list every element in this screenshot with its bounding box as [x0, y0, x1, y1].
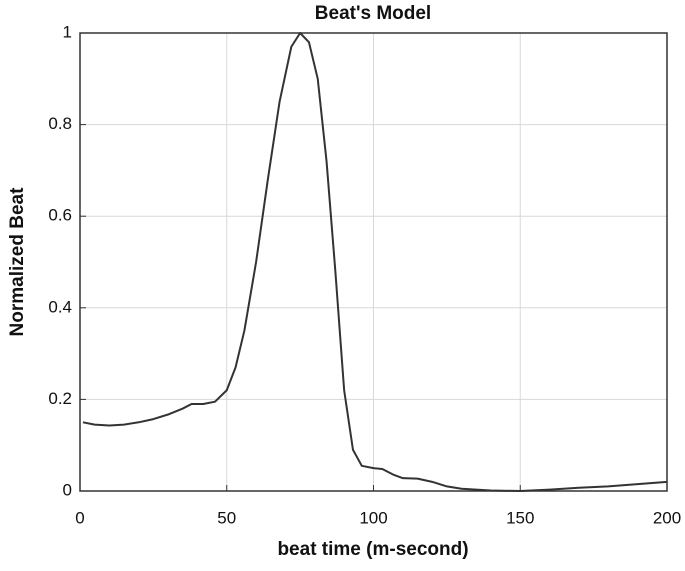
- x-tick-label: 150: [506, 508, 534, 527]
- x-axis-label: beat time (m-second): [277, 539, 468, 560]
- y-tick-label: 0.6: [48, 206, 72, 225]
- y-tick-label: 0: [63, 480, 72, 499]
- plot-frame: [79, 32, 668, 492]
- chart-title: Beat's Model: [315, 3, 431, 24]
- x-tick-label: 50: [217, 508, 236, 527]
- y-tick-label: 0.2: [48, 389, 72, 408]
- x-tick-label: 100: [359, 508, 387, 527]
- y-axis-label: Normalized Beat: [7, 187, 28, 337]
- data-line: [82, 32, 668, 492]
- x-tick-label: 200: [653, 508, 681, 527]
- y-tick-label: 0.8: [48, 114, 72, 133]
- x-tick-label: 0: [75, 508, 84, 527]
- y-tick-label: 1: [63, 22, 72, 41]
- y-tick-label: 0.4: [48, 297, 72, 316]
